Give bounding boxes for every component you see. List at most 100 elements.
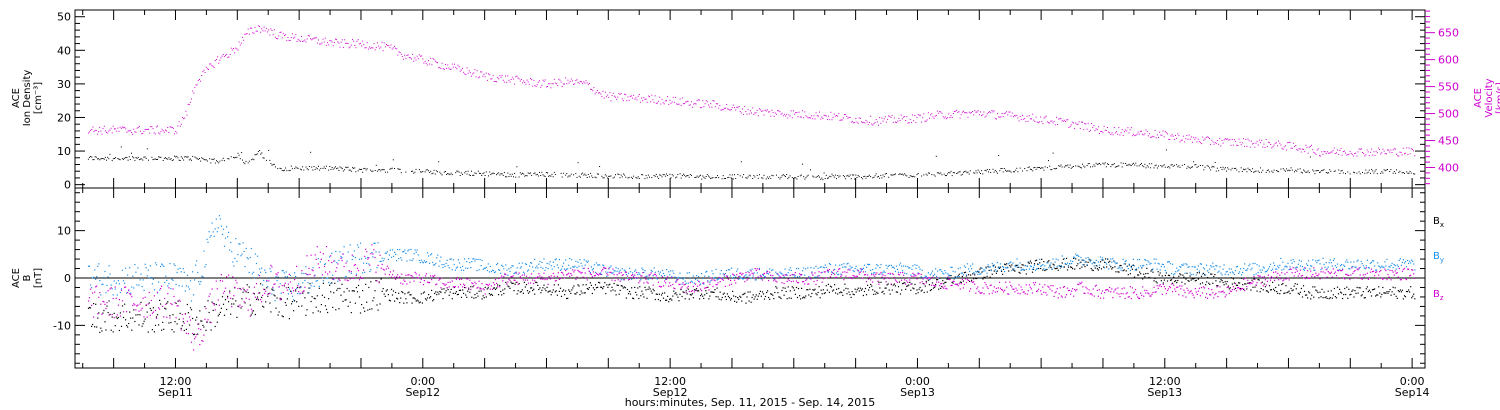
data-point [710, 280, 712, 282]
data-point [517, 290, 519, 292]
data-point [858, 176, 860, 178]
data-point [658, 293, 660, 295]
data-point [349, 301, 351, 303]
data-point [759, 174, 760, 176]
data-point [1143, 134, 1145, 136]
data-point [229, 290, 231, 292]
data-point [656, 293, 658, 295]
data-point [684, 103, 686, 105]
data-point [88, 306, 91, 309]
data-point [953, 111, 955, 112]
data-point [1304, 294, 1307, 296]
data-point [906, 116, 908, 118]
data-point [1003, 168, 1005, 169]
data-point [1407, 172, 1409, 174]
data-point [637, 176, 639, 178]
data-point [204, 306, 206, 308]
data-point [689, 294, 691, 296]
data-point [1131, 268, 1133, 270]
data-point [264, 269, 266, 271]
data-point [905, 174, 907, 176]
data-point [396, 297, 398, 299]
by-series [87, 215, 1416, 302]
data-point [434, 264, 436, 266]
data-point [934, 286, 936, 288]
data-point [1260, 142, 1261, 144]
data-point [1333, 258, 1335, 260]
data-point [785, 115, 786, 117]
data-point [1391, 262, 1393, 264]
data-point [1159, 269, 1161, 271]
data-point [529, 265, 531, 267]
data-point [100, 130, 102, 132]
data-point [558, 290, 560, 292]
data-point [817, 175, 819, 177]
data-point [242, 291, 244, 293]
data-point [359, 242, 362, 244]
data-point [928, 279, 930, 281]
data-point [361, 304, 363, 306]
data-point [114, 325, 116, 327]
data-point [542, 287, 544, 289]
data-point [1051, 120, 1053, 122]
data-point [414, 249, 416, 251]
data-point [899, 173, 901, 175]
data-point [418, 302, 420, 304]
data-point [827, 177, 828, 179]
data-point [1230, 277, 1232, 279]
data-point [742, 294, 744, 296]
data-point [813, 176, 815, 178]
data-point [1410, 148, 1412, 150]
data-point [121, 305, 124, 307]
density-velocity-series [87, 25, 1416, 181]
data-point [1151, 269, 1153, 271]
data-point [331, 167, 333, 168]
data-point [922, 283, 924, 285]
data-point [866, 176, 868, 177]
data-point [1015, 115, 1017, 117]
data-point [1218, 277, 1220, 279]
data-point [306, 274, 308, 276]
data-point [1081, 259, 1083, 261]
data-point [846, 293, 848, 295]
data-point [165, 129, 166, 131]
data-point [1063, 166, 1065, 168]
data-point [682, 278, 684, 280]
data-point [1027, 167, 1029, 168]
data-point [323, 263, 326, 265]
data-point [862, 178, 864, 180]
data-point [498, 269, 500, 271]
data-point [1325, 172, 1327, 173]
data-point [1307, 170, 1309, 172]
data-point [448, 294, 450, 296]
data-point [1034, 120, 1036, 122]
data-point [244, 33, 246, 35]
data-point [984, 116, 986, 118]
data-point [290, 290, 293, 292]
data-point [931, 282, 934, 284]
data-point [1247, 282, 1249, 284]
data-point [1258, 139, 1260, 141]
data-point [224, 299, 227, 301]
data-point [867, 124, 869, 126]
data-point [802, 270, 804, 272]
data-point [1210, 143, 1212, 145]
data-point [797, 116, 799, 118]
data-point [1108, 261, 1110, 263]
data-point [768, 177, 769, 179]
data-point [852, 270, 854, 272]
data-point [776, 113, 777, 115]
data-point [1321, 151, 1323, 153]
data-point [1372, 154, 1374, 156]
data-point [374, 290, 376, 292]
data-point [859, 268, 861, 270]
data-point [190, 300, 193, 302]
data-point [961, 111, 963, 113]
data-point [1037, 122, 1039, 124]
data-point [272, 287, 274, 289]
data-point [900, 174, 902, 175]
data-point [1246, 171, 1248, 173]
data-point [1400, 291, 1402, 293]
data-point [189, 101, 191, 103]
